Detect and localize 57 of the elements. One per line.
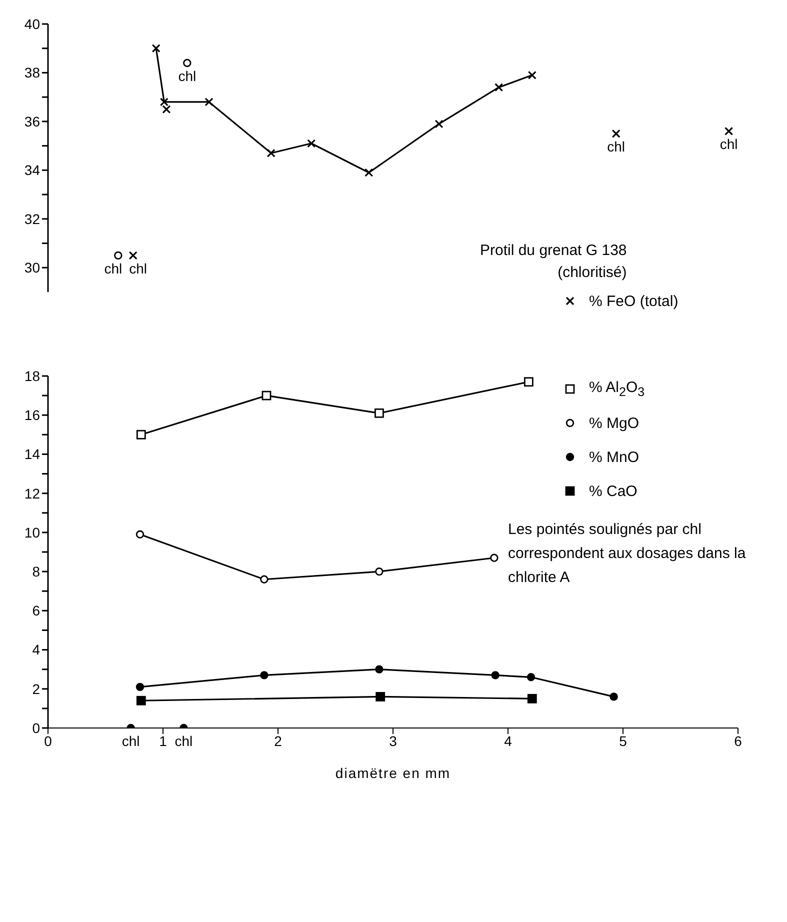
y-tick-label: 8: [32, 564, 40, 580]
y-tick-label: 30: [24, 260, 40, 276]
legend-label: % CaO: [589, 482, 638, 500]
point: [136, 682, 144, 692]
point: [114, 251, 122, 260]
annotation: chl: [178, 68, 196, 84]
point: [524, 377, 534, 387]
y-tick-label: 32: [24, 210, 40, 227]
text: Protil du grenat G 138 (chloritisé): [480, 241, 627, 283]
point: [183, 58, 192, 68]
point: [260, 671, 268, 680]
point: [491, 671, 500, 680]
y-tick-label: 4: [32, 642, 40, 658]
y-tick-label: 18: [24, 368, 40, 384]
point: [136, 430, 146, 440]
y-tick-label: 36: [24, 113, 40, 130]
y-tick-label: 34: [24, 162, 40, 178]
x-tick-label: 0: [44, 732, 52, 749]
point: [376, 692, 386, 702]
point: [375, 567, 384, 576]
legend-label: % MnO: [589, 448, 640, 466]
y-tick-label: 0: [32, 720, 40, 736]
x-tick-label: 2: [274, 732, 282, 749]
y-tick-label: 12: [24, 485, 40, 502]
annotation: chl: [122, 733, 140, 749]
x-tick-label: 3: [389, 732, 398, 749]
point: [526, 673, 536, 682]
x-tick-label: 4: [504, 732, 512, 749]
point: [136, 696, 146, 706]
point: [527, 694, 537, 704]
annotation: Les pointés soulignés par chl correspondent aux dosages dans la chlorite A: [508, 520, 747, 588]
annotation: chl: [129, 260, 148, 276]
point: [375, 665, 384, 674]
legend-label: % Al$_{2}$O$_{3}$: [589, 379, 645, 399]
point: [136, 530, 144, 538]
annotation: chl: [104, 260, 122, 276]
x-tick-label: 5: [619, 732, 628, 749]
x-tick-label: 6: [734, 732, 742, 749]
point: [610, 692, 618, 701]
point: [490, 554, 498, 562]
annotation: chl: [174, 733, 193, 749]
y-tick-label: 14: [24, 446, 40, 462]
legend-label: % FeO (total): [589, 292, 678, 310]
legend-label: % MgO: [589, 414, 640, 432]
annotation: chl: [607, 138, 626, 155]
point: [260, 575, 268, 584]
x-axis-title: diamëtre en mm: [335, 765, 451, 781]
y-tick-label: 38: [24, 64, 40, 81]
y-tick-label: 40: [24, 16, 40, 32]
x-tick-label: 1: [159, 732, 168, 749]
y-tick-label: 2: [32, 680, 40, 697]
point: [262, 390, 272, 400]
point: [374, 408, 384, 418]
annotation: chl: [720, 136, 738, 152]
y-tick-label: 16: [24, 407, 40, 424]
y-tick-label: 10: [24, 524, 40, 540]
y-tick-label: 6: [32, 602, 40, 619]
